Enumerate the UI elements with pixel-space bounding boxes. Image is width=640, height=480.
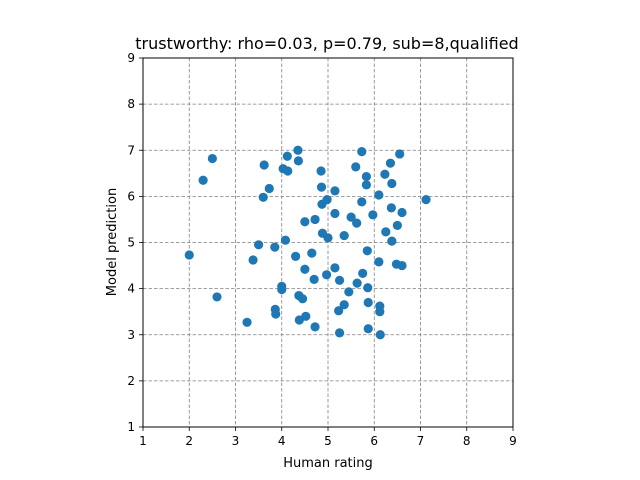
data-point: [297, 294, 308, 304]
data-point: [334, 306, 344, 316]
y-tick-label: 5: [127, 236, 135, 250]
x-tick-label: 4: [278, 434, 286, 448]
data-point: [395, 149, 405, 159]
data-point: [361, 171, 371, 182]
data-point: [330, 263, 340, 273]
chart-title: trustworthy: rho=0.03, p=0.79, sub=8,qua…: [135, 34, 518, 53]
data-point: [346, 212, 356, 222]
data-point: [386, 203, 396, 213]
data-points: [184, 145, 431, 340]
axis-ticks: 1 2 3 4 5 6 7 8 9 1 2 3 4 5 6 7 8 9: [127, 51, 516, 448]
data-point: [307, 248, 317, 258]
data-point: [330, 186, 340, 196]
x-tick-label: 3: [232, 434, 240, 448]
data-point: [271, 309, 281, 319]
data-point: [380, 169, 390, 179]
data-point: [254, 240, 264, 250]
data-point: [381, 227, 391, 237]
data-point: [339, 300, 349, 310]
y-tick-label: 7: [127, 143, 135, 157]
data-point: [258, 192, 268, 202]
x-tick-label: 6: [370, 434, 378, 448]
data-point: [363, 283, 373, 293]
data-point: [277, 284, 287, 295]
data-point: [375, 330, 385, 340]
data-point: [207, 153, 217, 164]
data-point: [300, 217, 310, 227]
data-point: [397, 207, 407, 218]
data-point: [374, 257, 384, 267]
data-point: [316, 166, 326, 176]
data-point: [248, 255, 258, 265]
data-point: [323, 233, 333, 243]
y-tick-label: 1: [127, 420, 135, 434]
data-point: [421, 195, 431, 205]
data-point: [374, 190, 384, 200]
data-point: [301, 311, 311, 321]
grid-lines: [142, 57, 514, 428]
data-point: [361, 180, 371, 190]
data-point: [363, 297, 373, 308]
data-point: [368, 210, 378, 220]
data-point: [385, 158, 396, 168]
data-point: [358, 268, 368, 279]
data-point: [339, 230, 349, 241]
data-point: [397, 260, 407, 271]
x-tick-label: 2: [185, 434, 193, 448]
y-tick-label: 9: [127, 51, 135, 65]
data-point: [264, 183, 274, 194]
x-tick-label: 5: [324, 434, 332, 448]
x-tick-label: 9: [509, 434, 517, 448]
data-point: [375, 307, 385, 317]
data-point: [300, 264, 310, 274]
data-point: [322, 195, 332, 205]
y-tick-label: 4: [127, 282, 135, 296]
x-tick-label: 8: [463, 434, 471, 448]
y-tick-label: 3: [127, 328, 135, 342]
data-point: [334, 328, 345, 338]
data-point: [212, 292, 222, 302]
data-point: [352, 218, 362, 228]
data-point: [280, 235, 291, 245]
data-point: [270, 242, 280, 252]
data-point: [291, 251, 301, 261]
y-tick-label: 8: [127, 97, 135, 111]
x-axis-label: Human rating: [283, 456, 373, 471]
data-point: [351, 162, 361, 172]
data-point: [363, 324, 373, 334]
data-point: [309, 274, 319, 284]
data-point: [362, 246, 372, 256]
data-point: [357, 197, 367, 207]
y-tick-label: 6: [127, 189, 135, 203]
x-tick-label: 1: [139, 434, 147, 448]
data-point: [392, 220, 402, 231]
data-point: [387, 236, 397, 246]
y-axis-label: Model prediction: [105, 188, 120, 296]
data-point: [293, 156, 303, 166]
data-point: [352, 278, 362, 288]
data-point: [334, 275, 345, 285]
data-point: [330, 208, 340, 219]
data-point: [344, 287, 354, 297]
data-point: [184, 250, 194, 260]
y-tick-label: 2: [127, 374, 135, 388]
data-point: [198, 175, 208, 185]
data-point: [282, 151, 292, 161]
data-point: [293, 145, 303, 155]
data-point: [283, 166, 293, 176]
data-point: [310, 322, 320, 332]
data-point: [322, 270, 332, 280]
data-point: [242, 317, 252, 327]
data-point: [387, 178, 397, 189]
data-point: [357, 147, 367, 157]
data-point: [259, 160, 269, 170]
data-point: [316, 182, 327, 192]
x-tick-label: 7: [417, 434, 425, 448]
data-point: [310, 214, 320, 225]
